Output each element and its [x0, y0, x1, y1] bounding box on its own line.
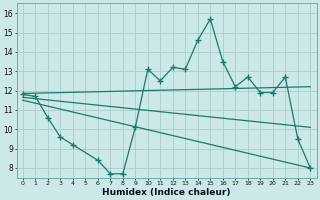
X-axis label: Humidex (Indice chaleur): Humidex (Indice chaleur) — [102, 188, 231, 197]
